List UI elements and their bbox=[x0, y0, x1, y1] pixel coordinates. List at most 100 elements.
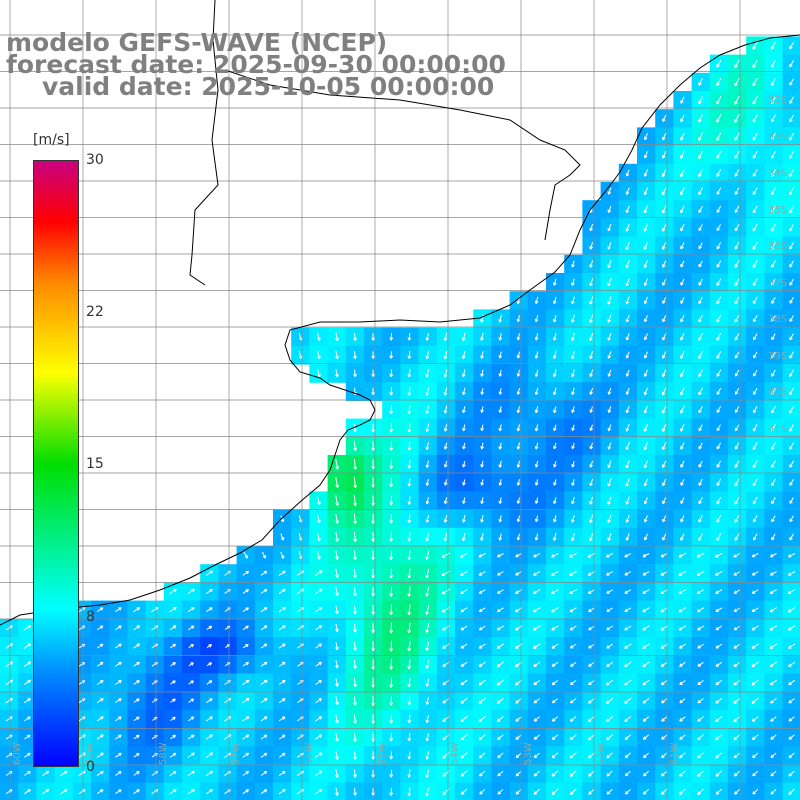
wind-arrow bbox=[698, 205, 703, 214]
wind-arrow bbox=[642, 553, 650, 558]
wind-arrow bbox=[643, 241, 649, 250]
wind-arrow bbox=[662, 241, 667, 250]
wind-arrow bbox=[460, 661, 468, 667]
wind-arrow bbox=[697, 625, 705, 631]
wind-arrow bbox=[661, 405, 667, 414]
wind-arrow bbox=[425, 332, 430, 341]
wind-arrow bbox=[680, 369, 685, 378]
wind-arrow bbox=[170, 680, 176, 685]
lat-label: 33S bbox=[768, 131, 788, 143]
wind-arrow bbox=[516, 497, 521, 504]
wind-arrow bbox=[752, 114, 758, 123]
lat-label: 36S bbox=[768, 241, 788, 252]
wind-arrow bbox=[752, 59, 758, 69]
wind-arrow bbox=[407, 769, 412, 778]
wind-arrow bbox=[425, 405, 430, 414]
wind-arrow bbox=[715, 752, 723, 759]
wind-arrow bbox=[478, 715, 486, 722]
wind-arrow bbox=[770, 241, 777, 250]
wind-arrow bbox=[371, 477, 376, 488]
wind-arrow bbox=[133, 716, 140, 722]
wind-arrow bbox=[569, 589, 578, 594]
wind-arrow bbox=[715, 734, 723, 741]
wind-arrow bbox=[697, 752, 705, 759]
wind-arrow bbox=[389, 640, 394, 652]
wind-arrow bbox=[716, 514, 722, 523]
wind-arrow bbox=[589, 460, 594, 468]
wind-arrow bbox=[643, 169, 649, 177]
wind-arrow bbox=[242, 589, 249, 594]
wind-arrow bbox=[534, 533, 539, 541]
wind-arrow bbox=[660, 661, 668, 667]
wind-arrow bbox=[589, 532, 594, 542]
wind-arrow bbox=[443, 532, 448, 542]
wind-arrow bbox=[678, 570, 687, 576]
wind-arrow bbox=[571, 478, 575, 486]
wind-arrow bbox=[353, 369, 357, 377]
wind-arrow bbox=[497, 734, 504, 740]
wind-arrow bbox=[697, 661, 704, 667]
wind-arrow bbox=[188, 662, 194, 667]
wind-arrow bbox=[751, 589, 759, 594]
wind-arrow bbox=[553, 406, 557, 414]
wind-arrow bbox=[205, 570, 214, 576]
wind-arrow bbox=[607, 533, 612, 541]
wind-arrow bbox=[407, 714, 412, 724]
wind-arrow bbox=[751, 607, 759, 613]
wind-arrow bbox=[425, 733, 430, 742]
wind-arrow bbox=[97, 643, 104, 649]
wind-arrow bbox=[353, 605, 357, 615]
wind-arrow bbox=[715, 661, 723, 667]
wind-arrow bbox=[770, 752, 777, 759]
wind-arrow bbox=[353, 476, 358, 489]
wind-arrow bbox=[314, 752, 323, 759]
wind-arrow bbox=[335, 532, 339, 542]
wind-arrow bbox=[478, 643, 486, 649]
wind-arrow bbox=[335, 769, 339, 778]
wind-arrow bbox=[353, 641, 357, 651]
wind-arrow bbox=[534, 333, 539, 341]
wind-arrow bbox=[498, 351, 503, 359]
wind-arrow bbox=[133, 734, 140, 740]
wind-arrow bbox=[661, 788, 668, 795]
wind-arrow bbox=[697, 716, 705, 722]
wind-arrow bbox=[261, 551, 267, 559]
wind-arrow bbox=[625, 278, 630, 287]
wind-arrow bbox=[188, 625, 195, 631]
wind-arrow bbox=[478, 571, 486, 576]
wind-arrow bbox=[569, 625, 577, 631]
wind-arrow bbox=[789, 351, 795, 359]
wind-arrow bbox=[371, 387, 376, 396]
wind-arrow bbox=[589, 260, 594, 268]
wind-arrow bbox=[771, 260, 776, 268]
wind-arrow bbox=[533, 679, 541, 686]
wind-arrow bbox=[96, 789, 104, 795]
wind-arrow bbox=[353, 696, 357, 706]
wind-arrow bbox=[534, 479, 539, 486]
wind-arrow bbox=[278, 643, 286, 649]
wind-arrow bbox=[752, 241, 758, 250]
wind-arrow bbox=[751, 679, 759, 686]
wind-arrow bbox=[371, 513, 376, 524]
wind-arrow bbox=[751, 734, 759, 740]
wind-arrow bbox=[644, 333, 648, 341]
wind-arrow bbox=[552, 369, 557, 378]
wind-arrow bbox=[407, 733, 412, 742]
wind-arrow bbox=[643, 770, 650, 777]
wind-arrow bbox=[770, 169, 777, 177]
wind-arrow bbox=[679, 734, 686, 740]
wind-arrow bbox=[661, 205, 667, 214]
wind-arrow bbox=[751, 643, 759, 649]
wind-arrow bbox=[133, 789, 140, 795]
wind-arrow bbox=[371, 550, 376, 560]
wind-arrow bbox=[787, 589, 796, 594]
wind-arrow bbox=[589, 224, 594, 232]
wind-arrow bbox=[789, 369, 795, 377]
forecast-date: forecast date: 2025-09-30 00:00:00 bbox=[6, 50, 506, 79]
wind-arrow bbox=[624, 661, 632, 668]
wind-arrow bbox=[606, 643, 613, 649]
wind-arrow bbox=[660, 589, 668, 594]
wind-arrow bbox=[625, 333, 630, 341]
wind-arrow bbox=[242, 771, 250, 776]
wind-arrow bbox=[242, 570, 250, 576]
